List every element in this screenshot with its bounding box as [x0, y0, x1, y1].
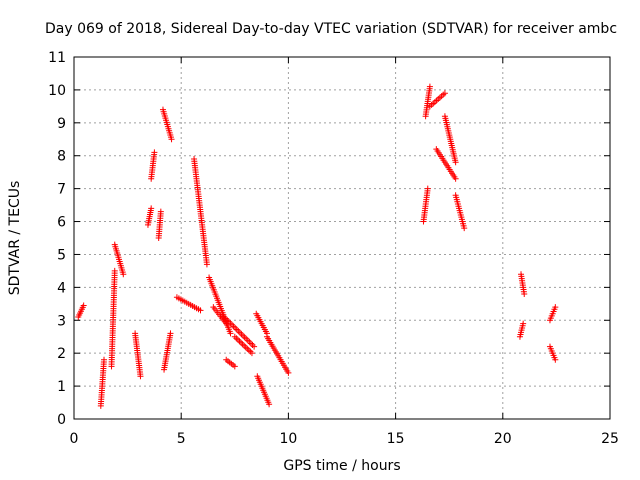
y-tick-label: 8 — [57, 149, 66, 165]
y-tick-label: 10 — [48, 83, 66, 99]
data-point — [426, 83, 433, 90]
y-tick-label: 11 — [48, 50, 66, 66]
y-tick-label: 2 — [57, 346, 66, 362]
data-point — [157, 208, 164, 215]
x-tick-labels: 0 5 10 15 20 25 — [70, 431, 619, 447]
data-point — [148, 205, 155, 212]
y-axis-label: SDTVAR / TECUs — [7, 181, 23, 296]
data-point — [101, 356, 108, 363]
y-tick-label: 9 — [57, 116, 66, 132]
data-point — [424, 185, 431, 192]
data-point — [520, 320, 527, 327]
data-point — [552, 304, 559, 311]
x-tick-label: 10 — [279, 431, 297, 447]
axis-ticks — [73, 56, 611, 420]
x-tick-label: 0 — [70, 431, 79, 447]
data-point — [285, 369, 292, 376]
data-point — [111, 267, 118, 274]
x-axis-label: GPS time / hours — [283, 458, 400, 474]
data-point — [266, 401, 273, 408]
chart-title: Day 069 of 2018, Sidereal Day-to-day VTE… — [45, 21, 617, 37]
y-tick-label: 6 — [57, 215, 66, 231]
data-point — [151, 149, 158, 156]
x-tick-label: 25 — [601, 431, 619, 447]
plot-frame — [73, 56, 611, 420]
y-tick-label: 4 — [57, 280, 66, 296]
y-tick-label: 0 — [57, 412, 66, 428]
data-point — [461, 225, 468, 232]
data-point — [168, 136, 175, 143]
y-tick-labels: 0 1 2 3 4 5 6 7 8 9 10 11 — [48, 50, 66, 428]
y-tick-label: 3 — [57, 313, 66, 329]
y-tick-label: 7 — [57, 182, 66, 198]
data-point — [441, 90, 448, 97]
data-point — [452, 175, 459, 182]
data-point — [197, 307, 204, 314]
data-point — [521, 290, 528, 297]
y-tick-label: 1 — [57, 379, 66, 395]
y-tick-label: 5 — [57, 247, 66, 263]
x-tick-label: 20 — [494, 431, 512, 447]
data-point — [203, 261, 210, 268]
data-point — [137, 373, 144, 380]
data-point — [248, 350, 255, 357]
x-tick-label: 5 — [177, 431, 186, 447]
data-points — [75, 83, 559, 409]
data-point — [227, 330, 234, 337]
data-point — [120, 271, 127, 278]
data-point — [251, 343, 258, 350]
data-point — [231, 363, 238, 370]
data-point — [452, 159, 459, 166]
data-point — [167, 330, 174, 337]
data-point — [552, 356, 559, 363]
data-point — [80, 302, 87, 309]
x-tick-label: 15 — [387, 431, 405, 447]
